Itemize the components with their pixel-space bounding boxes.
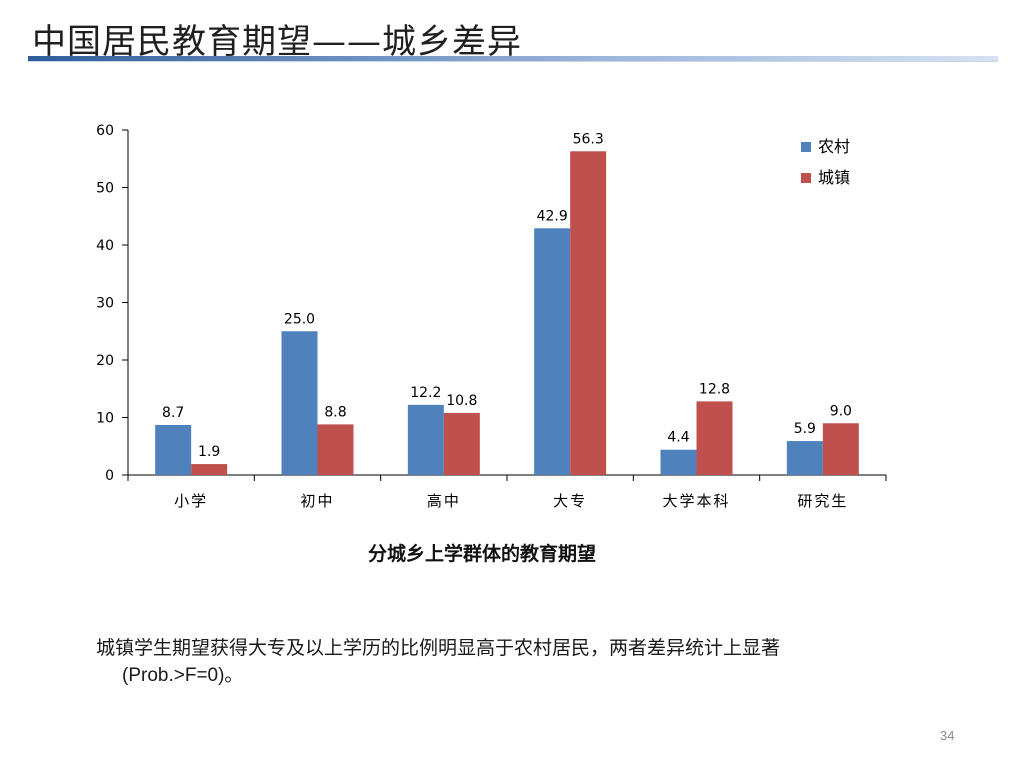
y-tick-label: 40	[96, 238, 114, 254]
legend-swatch	[801, 142, 811, 152]
x-tick-label: 研究生	[797, 492, 848, 510]
bar-urban	[822, 423, 859, 475]
data-label: 12.2	[410, 385, 441, 401]
y-tick-label: 20	[96, 353, 114, 369]
slide-title: 中国居民教育期望——城乡差异	[32, 22, 522, 62]
bar-urban	[191, 464, 228, 475]
y-tick-label: 60	[96, 123, 114, 139]
legend-label: 城镇	[818, 168, 850, 187]
bar-urban	[317, 424, 354, 475]
chart-axes: 0 10 20 30 40 50 60 小学 初中 高中 大专 大学本科 研究生	[96, 123, 887, 510]
x-tick-label: 初中	[300, 492, 334, 510]
chart-xlabel: 分城乡上学群体的教育期望	[368, 542, 596, 565]
bullet-text-line1: 城镇学生期望获得大专及以上学历的比例明显高于农村居民，两者差异统计上显著	[96, 637, 781, 659]
bar-rural	[534, 228, 571, 475]
bar-rural	[281, 331, 318, 475]
bar-rural	[786, 441, 823, 475]
data-label: 4.4	[667, 430, 689, 446]
bar-urban	[696, 401, 733, 475]
x-tick-label: 高中	[427, 492, 461, 510]
bar-rural	[407, 404, 444, 475]
bar-urban	[570, 151, 607, 475]
y-tick-label: 10	[96, 411, 114, 427]
y-tick-label: 0	[105, 468, 114, 484]
chart-data-labels: 8.7 1.9 25.0 8.8 12.2 10.8 42.9 56.3 4.4 12.8 5.9 9…	[162, 131, 852, 460]
data-label: 9.0	[830, 403, 852, 419]
bar-urban	[443, 412, 480, 475]
data-label: 56.3	[573, 131, 604, 147]
y-tick-label: 30	[96, 296, 114, 312]
x-tick-label: 大学本科	[662, 492, 730, 510]
conclusion-bullet: 城镇学生期望获得大专及以上学历的比例明显高于农村居民，两者差异统计上显著 (Pr…	[96, 634, 936, 690]
data-label: 8.7	[162, 405, 184, 421]
data-label: 10.8	[446, 393, 477, 409]
y-tick-label: 50	[96, 181, 114, 197]
data-label: 1.9	[198, 444, 220, 460]
data-label: 8.8	[324, 404, 346, 420]
data-label: 5.9	[794, 421, 816, 437]
title-divider	[28, 56, 998, 62]
bar-rural	[155, 424, 192, 475]
legend-swatch	[801, 173, 811, 183]
data-label: 12.8	[699, 381, 730, 397]
bullet-text-line2: (Prob.>F=0)。	[122, 665, 244, 686]
bar-rural	[660, 449, 697, 475]
page-number: 34	[940, 728, 955, 743]
x-tick-label: 小学	[174, 492, 208, 510]
legend-label: 农村	[818, 137, 850, 156]
x-tick-label: 大专	[553, 492, 587, 510]
chart-bars	[155, 151, 859, 475]
data-label: 42.9	[537, 208, 568, 224]
data-label: 25.0	[284, 311, 315, 327]
